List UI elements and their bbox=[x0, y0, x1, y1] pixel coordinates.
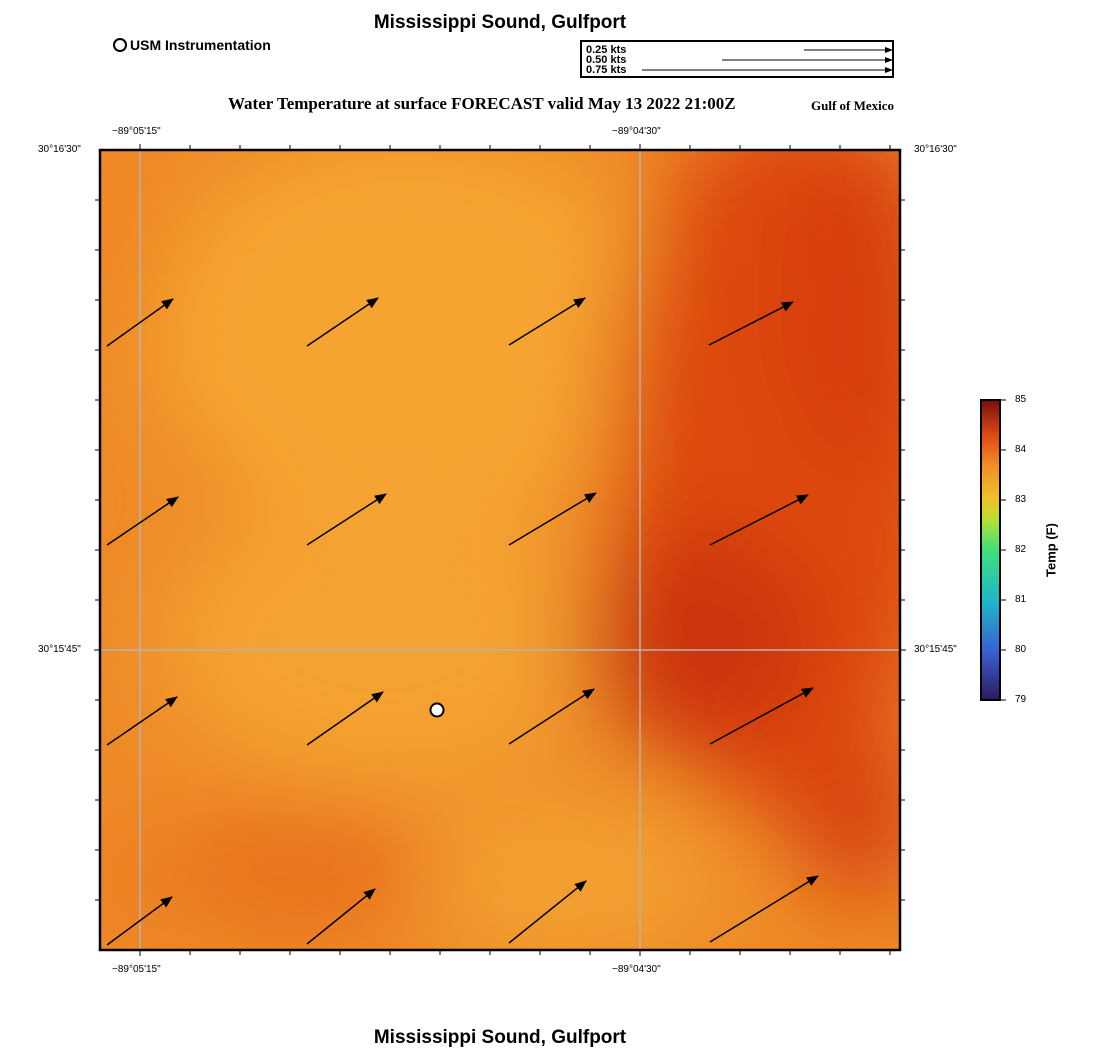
map-title: Water Temperature at surface FORECAST va… bbox=[228, 94, 736, 113]
current-arrow bbox=[708, 301, 794, 346]
usm-station-marker bbox=[429, 702, 445, 718]
current-arrow bbox=[306, 888, 376, 945]
page-title: Mississippi Sound, Gulfport bbox=[373, 12, 627, 33]
scale-label-050: 0.50 kts bbox=[586, 54, 627, 66]
current-arrow bbox=[306, 297, 379, 347]
current-arrow bbox=[709, 494, 809, 546]
colorbar-title: Temp (F) bbox=[1043, 523, 1059, 577]
colorbar-tick-label: 84 bbox=[1015, 444, 1027, 455]
current-arrow bbox=[306, 691, 384, 746]
colorbar-tick-label: 80 bbox=[1015, 644, 1027, 655]
lon-tick-label-top: −89°04'30" bbox=[612, 126, 661, 137]
current-arrow bbox=[306, 493, 387, 546]
colorbar-tick-label: 83 bbox=[1015, 494, 1027, 505]
temperature-field bbox=[100, 150, 900, 950]
lat-tick-label-right: 30°16'30" bbox=[914, 144, 957, 155]
footer-title: Mississippi Sound, Gulfport bbox=[373, 1027, 627, 1048]
scale-label-025: 0.25 kts bbox=[586, 44, 627, 56]
colorbar-tick-label: 82 bbox=[1015, 544, 1027, 555]
region-label: Gulf of Mexico bbox=[811, 98, 895, 113]
lon-tick-label-top: −89°05'15" bbox=[112, 126, 161, 137]
colorbar-tick-label: 79 bbox=[1015, 694, 1027, 705]
current-arrow bbox=[508, 688, 595, 745]
frame-ticks bbox=[94, 144, 906, 956]
colorbar-ramp bbox=[980, 399, 1001, 701]
colorbar-tick-label: 81 bbox=[1015, 594, 1027, 605]
station-legend-label: USM Instrumentation bbox=[130, 37, 271, 53]
station-marker-icon bbox=[113, 38, 127, 52]
current-arrow bbox=[106, 496, 179, 546]
current-arrow bbox=[709, 875, 819, 943]
lon-tick-label-bottom: −89°04'30" bbox=[612, 964, 661, 975]
current-arrow bbox=[508, 880, 587, 944]
lat-tick-label-left: 30°16'30" bbox=[38, 144, 81, 155]
current-arrow bbox=[106, 696, 178, 746]
current-arrow bbox=[106, 896, 173, 946]
current-arrow bbox=[508, 297, 586, 346]
colorbar bbox=[980, 399, 1006, 701]
station-legend: USM Instrumentation bbox=[113, 37, 271, 53]
lat-tick-label-left: 30°15'45" bbox=[38, 644, 81, 655]
scale-label-075: 0.75 kts bbox=[586, 64, 627, 76]
lon-tick-label-bottom: −89°05'15" bbox=[112, 964, 161, 975]
current-arrow bbox=[508, 492, 597, 546]
graticule bbox=[100, 150, 900, 950]
vector-scale-legend: 0.25 kts 0.50 kts 0.75 kts bbox=[580, 40, 894, 78]
colorbar-tick-label: 85 bbox=[1015, 394, 1027, 405]
lat-tick-label-right: 30°15'45" bbox=[914, 644, 957, 655]
current-arrow bbox=[709, 687, 814, 745]
scale-arrows bbox=[642, 47, 892, 73]
current-arrow bbox=[106, 298, 174, 347]
current-vectors bbox=[106, 297, 819, 946]
